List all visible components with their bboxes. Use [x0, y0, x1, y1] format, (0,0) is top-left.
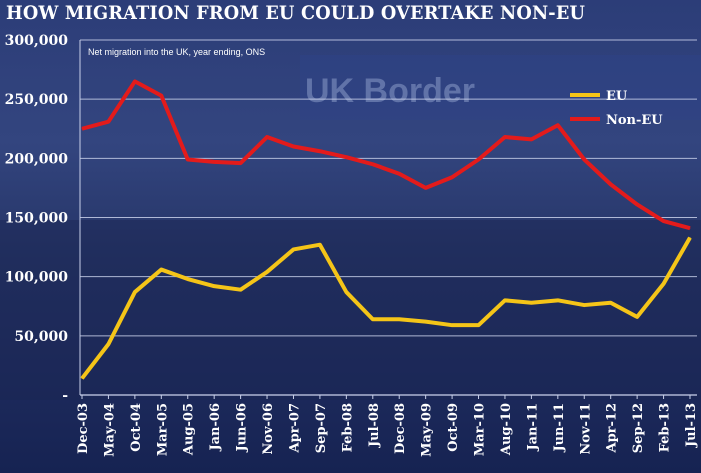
x-tick-label: May-04	[102, 403, 117, 457]
x-tick-label: Mar-05	[155, 403, 170, 456]
x-tick-label: Jan-06	[208, 403, 223, 452]
data-point	[240, 289, 242, 291]
data-point	[530, 302, 532, 304]
data-point	[583, 159, 585, 161]
data-point	[689, 237, 691, 239]
data-point	[451, 176, 453, 178]
y-tick-label: 300,000	[5, 33, 69, 49]
x-tick-label: Aug-05	[182, 403, 197, 456]
x-tick-label: Jun-11	[552, 403, 567, 453]
x-tick-label: Feb-08	[340, 403, 355, 452]
x-tick-label: Oct-04	[129, 403, 144, 452]
data-point	[504, 299, 506, 301]
y-tick-label: 100,000	[5, 270, 69, 286]
data-point	[345, 156, 347, 158]
data-point	[292, 146, 294, 147]
data-point	[504, 136, 506, 138]
x-tick-label: Aug-10	[499, 403, 514, 456]
data-point	[557, 124, 559, 126]
legend: EU Non-EU	[570, 89, 663, 128]
y-tick-label: -	[62, 388, 68, 404]
x-tick-label: Nov-11	[578, 403, 593, 455]
x-tick-label: Feb-13	[658, 403, 673, 452]
x-tick-label: Jun-06	[235, 403, 250, 453]
data-point	[610, 302, 612, 304]
x-tick-label: Apr-07	[287, 403, 302, 454]
data-point	[663, 283, 665, 285]
data-point	[81, 377, 83, 379]
uk-border-sign: UK Border	[305, 72, 475, 110]
data-point	[345, 291, 347, 293]
data-point	[187, 159, 189, 161]
chart-subtitle: Net migration into the UK, year ending, …	[88, 47, 265, 57]
data-point	[451, 324, 453, 326]
series-line-eu	[80, 236, 692, 380]
y-tick-label: 250,000	[5, 92, 69, 108]
data-point	[292, 248, 294, 250]
data-point	[663, 220, 665, 222]
data-point	[478, 159, 480, 161]
y-tick-label: 150,000	[5, 211, 69, 227]
data-point	[107, 121, 109, 123]
x-tick-label: Sep-07	[314, 403, 329, 453]
legend-label: EU	[606, 89, 628, 104]
data-point	[240, 162, 242, 164]
x-tick-label: Mar-10	[473, 403, 488, 456]
data-point	[107, 343, 109, 345]
x-tick-label: Jul-08	[367, 403, 382, 448]
data-point	[319, 244, 321, 246]
chart-title: HOW MIGRATION FROM EU COULD OVERTAKE NON…	[6, 2, 586, 24]
y-tick-label: 50,000	[14, 329, 68, 345]
legend-label: Non-EU	[606, 113, 663, 128]
data-point	[398, 173, 400, 175]
data-point	[636, 316, 638, 318]
data-point	[81, 128, 83, 130]
x-tick-label: May-09	[420, 403, 435, 457]
data-point	[213, 285, 215, 287]
data-point	[266, 136, 268, 138]
y-tick-label: 200,000	[5, 151, 69, 167]
x-tick-label: Sep-12	[631, 403, 646, 453]
data-point	[372, 163, 374, 165]
x-tick-label: Oct-09	[446, 403, 461, 452]
x-tick-label: Dec-08	[393, 403, 408, 454]
x-tick-label: Nov-06	[261, 403, 276, 455]
data-point	[636, 203, 638, 205]
data-point	[187, 278, 189, 280]
data-point	[689, 227, 691, 229]
data-point	[213, 161, 215, 163]
series-line-non-eu	[81, 79, 691, 231]
data-point	[319, 150, 321, 152]
data-point	[425, 321, 427, 323]
data-point	[398, 318, 400, 320]
data-point	[134, 291, 136, 293]
data-point	[160, 95, 162, 97]
data-point	[478, 324, 480, 326]
background-photo: UK Border	[0, 55, 701, 400]
x-tick-label: Jul-13	[684, 403, 699, 448]
data-point	[583, 304, 585, 306]
data-point	[266, 271, 268, 273]
data-point	[425, 187, 427, 189]
data-point	[160, 269, 162, 271]
data-point	[610, 183, 612, 185]
data-point	[530, 138, 532, 140]
x-tick-label: Jan-11	[525, 403, 540, 452]
data-point	[134, 80, 136, 82]
x-tick-label: Dec-03	[76, 403, 91, 454]
x-tick-label: Apr-12	[605, 403, 620, 454]
data-point	[372, 318, 374, 320]
data-point	[557, 299, 559, 301]
